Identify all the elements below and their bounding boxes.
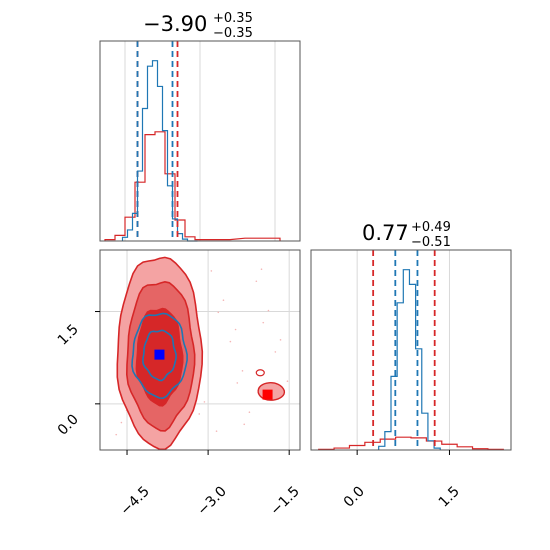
joint-scatter-point xyxy=(248,411,251,414)
joint-scatter-point xyxy=(222,299,225,302)
title-param2-minus: −0.51 xyxy=(411,235,451,250)
joint-frame xyxy=(99,249,301,451)
joint-blue-marker xyxy=(154,349,165,360)
param1-frame xyxy=(99,40,301,242)
title-param1-value: −3.90 xyxy=(143,12,207,36)
title-param1-plus: +0.35 xyxy=(213,11,253,26)
panel-param2-marginal xyxy=(310,249,512,451)
param2-blue-histogram xyxy=(378,269,441,450)
joint-scatter-point xyxy=(243,423,246,426)
panel-joint-posterior xyxy=(95,249,450,455)
param2-xtick-1: 1.5 xyxy=(436,484,463,511)
joint-xtick-0: −4.5 xyxy=(117,484,152,519)
joint-scatter-point xyxy=(120,421,123,424)
param1-red-histogram xyxy=(104,131,281,241)
param2-red-histogram xyxy=(318,436,504,450)
title-param1-minus: −0.35 xyxy=(213,26,253,41)
joint-scatter-point xyxy=(286,380,289,383)
joint-scatter-point xyxy=(274,351,277,353)
joint-red-marker xyxy=(262,389,273,400)
joint-blue-contour-inner xyxy=(142,329,177,382)
joint-secondary-blob xyxy=(255,369,265,377)
joint-scatter-point xyxy=(203,401,206,403)
joint-scatter-point xyxy=(267,309,270,312)
param2-xtick-0: 0.0 xyxy=(341,484,368,511)
joint-scatter-point xyxy=(210,270,213,272)
joint-scatter-point xyxy=(262,321,265,324)
joint-scatter-point xyxy=(229,340,232,343)
joint-scatter-point xyxy=(236,382,239,384)
joint-xtick-1: −3.0 xyxy=(194,484,229,519)
title-param2-plus: +0.49 xyxy=(411,220,451,235)
joint-blue-contour-outer xyxy=(131,312,188,400)
joint-scatter-point xyxy=(255,280,258,283)
joint-ytick-0: 0.0 xyxy=(55,412,82,439)
joint-scatter-point xyxy=(241,370,244,372)
joint-scatter-point xyxy=(215,430,218,432)
joint-ytick-1: 1.5 xyxy=(55,322,82,349)
param1-blue-histogram xyxy=(121,60,198,242)
title-param2-value: 0.77 xyxy=(362,221,409,245)
panel-param1-marginal xyxy=(99,40,301,242)
param2-frame xyxy=(310,249,512,451)
joint-scatter-point xyxy=(115,433,118,436)
joint-scatter-point xyxy=(260,268,263,271)
joint-scatter-point xyxy=(279,339,282,341)
joint-scatter-point xyxy=(198,413,201,415)
joint-xtick-2: −1.5 xyxy=(267,484,302,519)
joint-scatter-point xyxy=(234,328,237,331)
joint-scatter-point xyxy=(217,311,220,314)
